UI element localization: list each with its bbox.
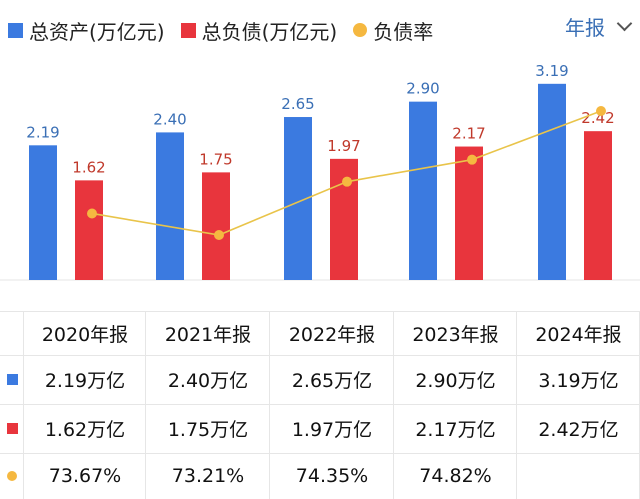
legend-ratio-label: 负债率 bbox=[373, 19, 434, 44]
assets-data-label: 2.19 bbox=[26, 123, 59, 141]
assets-bar-group: 2.19 2.40 2.65 2.90 3.19 bbox=[26, 62, 569, 281]
ratio-point[interactable] bbox=[214, 230, 224, 240]
table-header-row: 2020年报 2021年报 2022年报 2023年报 2024年报 bbox=[0, 311, 640, 355]
legend-liabilities-label: 总负债(万亿元) bbox=[201, 19, 338, 44]
ratio-point[interactable] bbox=[467, 154, 477, 165]
table-header-cell: 2024年报 bbox=[535, 323, 622, 346]
assets-bar[interactable] bbox=[409, 101, 437, 281]
liabilities-data-label: 1.97 bbox=[327, 137, 360, 155]
table-row-divider bbox=[0, 355, 640, 356]
assets-swatch bbox=[8, 22, 23, 38]
assets-bar[interactable] bbox=[29, 145, 57, 280]
liabilities-data-label: 2.42 bbox=[581, 109, 614, 127]
liabilities-data-label: 1.62 bbox=[72, 158, 105, 176]
ratio-line-group bbox=[87, 106, 606, 240]
table-cell: 74.82% bbox=[419, 465, 492, 487]
ratio-key-swatch bbox=[7, 471, 17, 481]
assets-bar[interactable] bbox=[538, 83, 566, 280]
table-cell: 2.90万亿 bbox=[415, 370, 496, 392]
table-cell: 3.19万亿 bbox=[538, 370, 619, 392]
table-row-divider bbox=[0, 311, 640, 312]
table-cell: 2.17万亿 bbox=[415, 419, 496, 441]
table-cell: 1.97万亿 bbox=[291, 419, 373, 441]
table-row-key bbox=[0, 404, 24, 453]
table-row-assets: 2.19万亿 2.40万亿 2.65万亿 2.90万亿 3.19万亿 bbox=[0, 355, 640, 404]
table-cell bbox=[517, 453, 640, 499]
liabilities-key-swatch bbox=[6, 423, 18, 434]
table-column-divider bbox=[23, 311, 24, 499]
liabilities-bar[interactable] bbox=[202, 172, 230, 280]
table-row-key bbox=[0, 355, 24, 404]
table-header-cell: 2022年报 bbox=[288, 323, 376, 346]
table-header-cell: 2020年报 bbox=[41, 323, 129, 346]
table-row-liabilities: 1.62万亿 1.75万亿 1.97万亿 2.17万亿 2.42万亿 bbox=[0, 404, 640, 453]
bar-line-chart: 2.19 2.40 2.65 2.90 3.19 1.62 1.75 1.97 2.17 2.4… bbox=[0, 62, 640, 281]
table-header-cell: 2021年报 bbox=[164, 323, 252, 346]
liabilities-swatch bbox=[180, 22, 196, 38]
assets-data-label: 3.19 bbox=[535, 62, 568, 80]
table-row-divider bbox=[0, 453, 640, 454]
ratio-point[interactable] bbox=[596, 106, 606, 116]
table-cell: 74.35% bbox=[295, 465, 369, 487]
liabilities-bar[interactable] bbox=[455, 146, 483, 280]
legend-item-liabilities[interactable]: 总负债(万亿元) bbox=[180, 16, 338, 45]
chart-legend: 总资产(万亿元) 总负债(万亿元) 负债率 bbox=[8, 10, 449, 50]
liabilities-data-label: 2.17 bbox=[452, 125, 485, 143]
table-cell: 2.19万亿 bbox=[44, 370, 126, 392]
liabilities-bar[interactable] bbox=[330, 158, 358, 280]
period-selector[interactable]: 年报 bbox=[565, 12, 633, 41]
ratio-point[interactable] bbox=[87, 208, 97, 219]
liabilities-bar[interactable] bbox=[75, 180, 103, 280]
assets-data-label: 2.40 bbox=[153, 110, 186, 128]
table-cell: 2.42万亿 bbox=[538, 419, 619, 441]
liabilities-data-label: 1.75 bbox=[199, 150, 232, 168]
table-cell: 1.62万亿 bbox=[44, 419, 126, 441]
table-cell: 1.75万亿 bbox=[167, 419, 249, 441]
liabilities-bar[interactable] bbox=[584, 131, 612, 280]
legend-item-ratio[interactable]: 负债率 bbox=[353, 16, 433, 45]
legend-item-assets[interactable]: 总资产(万亿元) bbox=[8, 16, 165, 45]
table-row-key bbox=[0, 311, 24, 355]
table-cell: 73.67% bbox=[48, 465, 122, 487]
table-row-key bbox=[0, 453, 24, 499]
table-cell: 73.21% bbox=[171, 465, 245, 487]
table-row-divider bbox=[0, 404, 640, 405]
ratio-swatch bbox=[353, 23, 368, 37]
data-table: 2020年报 2021年报 2022年报 2023年报 2024年报 2.19万亿 2.40… bbox=[0, 311, 640, 499]
liabilities-bar-group: 1.62 1.75 1.97 2.17 2.42 bbox=[72, 109, 615, 280]
table-cell: 2.65万亿 bbox=[291, 370, 373, 392]
assets-bar[interactable] bbox=[156, 132, 184, 280]
table-column-divider bbox=[145, 311, 146, 499]
legend-assets-label: 总资产(万亿元) bbox=[29, 19, 165, 44]
table-column-divider bbox=[516, 311, 517, 499]
table-header-cell: 2023年报 bbox=[412, 323, 499, 346]
table-column-divider bbox=[393, 311, 394, 499]
assets-key-swatch bbox=[6, 374, 18, 385]
period-selector-label: 年报 bbox=[565, 16, 605, 40]
table-column-divider bbox=[269, 311, 270, 499]
assets-data-label: 2.65 bbox=[281, 95, 314, 113]
assets-data-label: 2.90 bbox=[406, 80, 439, 98]
table-row-ratio: 73.67% 73.21% 74.35% 74.82% bbox=[0, 453, 640, 499]
ratio-point[interactable] bbox=[342, 176, 352, 187]
table-cell: 2.40万亿 bbox=[167, 370, 249, 392]
